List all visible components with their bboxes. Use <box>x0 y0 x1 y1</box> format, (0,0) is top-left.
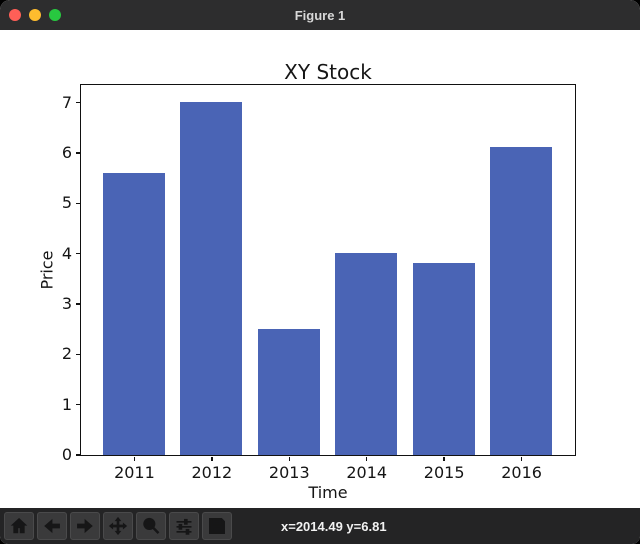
x-tick <box>365 456 368 461</box>
window-title: Figure 1 <box>294 7 346 23</box>
x-tick-label: 2016 <box>501 463 542 482</box>
magnifier-icon <box>141 516 161 536</box>
forward-button[interactable] <box>70 512 100 540</box>
y-tick-label: 6 <box>61 142 72 162</box>
x-tick <box>443 456 445 461</box>
back-arrow-icon <box>42 516 62 536</box>
y-tick <box>75 454 80 456</box>
y-tick <box>75 152 80 154</box>
save-floppy-icon <box>207 516 227 536</box>
x-tick-label: 2013 <box>268 463 310 482</box>
toolbar: x=2014.49 y=6.81 <box>0 508 640 544</box>
traffic-lights <box>9 9 61 21</box>
forward-arrow-icon <box>75 516 95 536</box>
pan-button[interactable] <box>103 512 133 540</box>
y-tick-label: 2 <box>61 344 72 364</box>
bar-2011 <box>102 172 165 455</box>
bar-2013 <box>257 328 320 455</box>
y-tick <box>75 303 80 305</box>
configure-subplots-button[interactable] <box>169 512 199 540</box>
y-tick <box>75 202 80 205</box>
y-tick-label: 0 <box>61 445 72 464</box>
figure-canvas: XY Stock Price Time 2011 2012 2013 2014 2015… <box>0 30 640 508</box>
home-icon <box>9 516 29 536</box>
x-axis-label: Time <box>308 483 348 502</box>
bar-2014 <box>335 253 398 455</box>
x-tick-label: 2015 <box>423 463 465 482</box>
bar-2015 <box>412 263 475 455</box>
minimize-button[interactable] <box>29 9 41 21</box>
x-tick <box>520 456 523 461</box>
y-tick <box>75 252 80 255</box>
bar-2012 <box>180 102 243 455</box>
home-button[interactable] <box>4 512 34 540</box>
y-tick-label: 3 <box>61 293 72 313</box>
sliders-icon <box>174 516 194 536</box>
plot-area[interactable] <box>79 83 576 456</box>
cursor-status: x=2014.49 y=6.81 <box>281 518 387 534</box>
y-tick-label: 1 <box>61 394 72 414</box>
y-tick-label: 4 <box>61 243 72 263</box>
y-tick-label: 5 <box>61 193 72 213</box>
zoom-window-button[interactable] <box>49 9 61 21</box>
y-tick <box>75 101 80 104</box>
x-tick <box>288 456 291 461</box>
chart-title: XY Stock <box>284 60 372 84</box>
x-tick-label: 2011 <box>114 463 155 482</box>
back-button[interactable] <box>37 512 67 540</box>
close-button[interactable] <box>9 9 21 21</box>
pan-move-icon <box>108 516 128 536</box>
bar-2016 <box>490 147 553 455</box>
titlebar[interactable]: Figure 1 <box>0 0 640 30</box>
y-tick <box>75 353 80 356</box>
y-tick <box>75 403 80 406</box>
x-tick-label: 2014 <box>346 463 388 482</box>
y-tick-label: 7 <box>61 92 72 112</box>
x-tick <box>211 456 213 461</box>
x-tick-label: 2012 <box>191 463 233 482</box>
zoom-button[interactable] <box>136 512 166 540</box>
save-button[interactable] <box>202 512 232 540</box>
x-tick <box>133 456 136 461</box>
